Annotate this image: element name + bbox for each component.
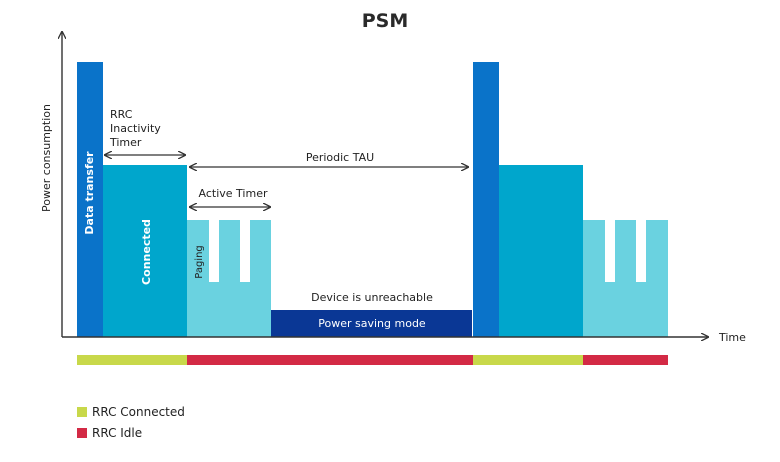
- rrc-inactivity-label-1: RRC: [110, 108, 133, 121]
- legend-item-rrc-connected: RRC Connected: [77, 405, 185, 419]
- power-saving-mode-bar: [271, 310, 472, 337]
- paging-bars: [187, 220, 271, 337]
- legend-label-rrc-idle: RRC Idle: [92, 426, 143, 440]
- x-axis-label: Time: [718, 331, 746, 344]
- legend-item-rrc-idle: RRC Idle: [77, 426, 142, 440]
- rrc-connected-segment-2: [473, 355, 583, 365]
- legend-swatch-rrc-connected: [77, 407, 87, 417]
- data-transfer-bar: [77, 62, 103, 337]
- rrc-inactivity-label-2: Inactivity: [110, 122, 161, 135]
- rrc-inactivity-label-3: Timer: [109, 136, 142, 149]
- legend-swatch-rrc-idle: [77, 428, 87, 438]
- connected-bar: [103, 165, 187, 337]
- device-unreachable-label: Device is unreachable: [311, 291, 433, 304]
- data-transfer-bar-2: [473, 62, 499, 337]
- active-timer-label: Active Timer: [199, 187, 268, 200]
- paging-bars-2: [583, 220, 668, 337]
- y-axis-label: Power consumption: [40, 104, 53, 212]
- periodic-tau-label: Periodic TAU: [306, 151, 374, 164]
- rrc-idle-segment-2: [583, 355, 668, 365]
- paging-label: Paging: [194, 245, 205, 279]
- connected-bar-2: [499, 165, 583, 337]
- connected-label: Connected: [140, 219, 153, 285]
- diagram-title: PSM: [362, 10, 409, 32]
- rrc-idle-segment-1: [187, 355, 473, 365]
- data-transfer-label: Data transfer: [83, 151, 96, 235]
- rrc-connected-segment-1: [77, 355, 187, 365]
- legend-label-rrc-connected: RRC Connected: [92, 405, 185, 419]
- power-saving-mode-label: Power saving mode: [318, 317, 426, 330]
